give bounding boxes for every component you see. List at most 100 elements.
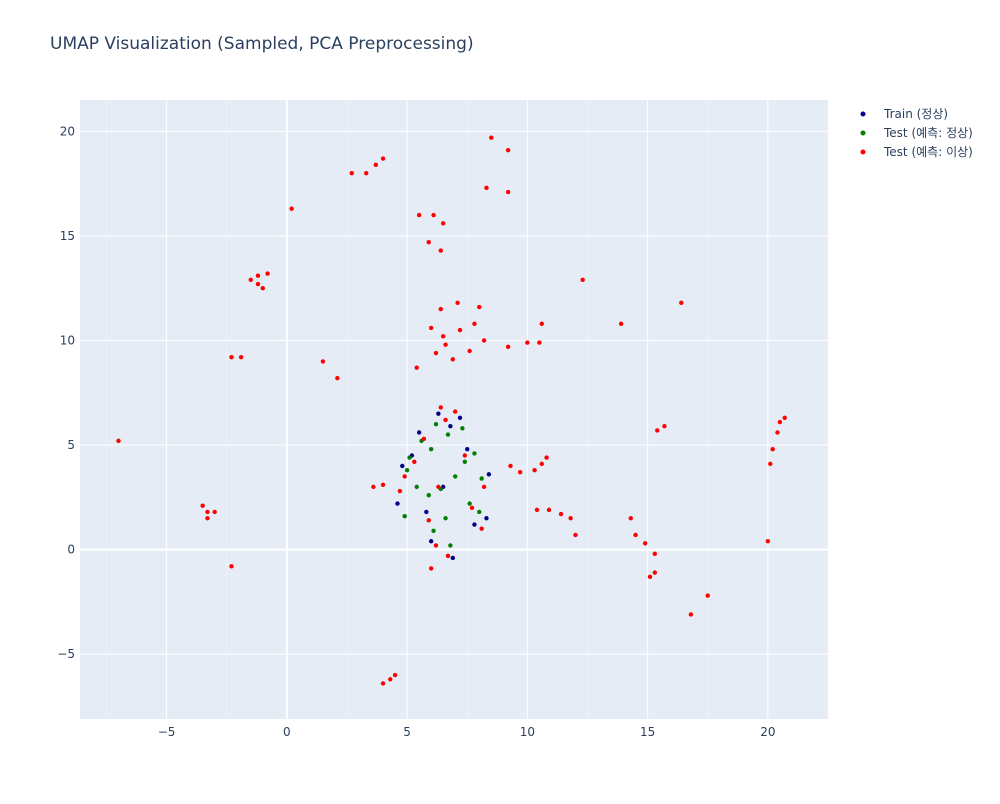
data-point [265,271,270,276]
chart-title: UMAP Visualization (Sampled, PCA Preproc… [50,34,474,54]
data-point [200,503,205,508]
data-point [373,162,379,168]
data-point [438,405,443,410]
data-point [558,511,564,517]
data-point [688,612,694,617]
data-point [380,681,386,686]
y-tick-label: 10 [60,333,75,347]
x-tick-label: 15 [640,725,655,739]
data-point [229,564,234,569]
data-point [412,459,417,464]
data-point [662,424,667,429]
data-point [428,447,434,452]
data-point [443,417,448,423]
data-point [433,543,439,548]
data-point [205,509,210,515]
data-point [428,325,434,331]
x-tick-label: 0 [283,725,291,739]
data-point [477,304,482,310]
data-point [505,147,511,153]
data-point [525,340,530,345]
data-point [505,344,511,349]
data-point [320,359,326,364]
data-point [679,300,684,306]
data-point [537,340,542,345]
data-point [255,273,261,278]
data-point [580,277,585,283]
data-point [652,551,658,556]
data-point [568,516,573,521]
data-point [255,281,261,287]
data-point [467,501,472,506]
y-tick-label: −5 [57,647,75,661]
data-point [212,509,217,515]
data-point [450,555,455,561]
data-point [467,348,472,354]
data-point [448,543,453,548]
data-point [508,463,513,469]
data-point [453,474,458,479]
data-point [388,677,393,682]
data-point [229,355,234,360]
data-point [486,472,492,477]
data-point [433,350,439,356]
x-tick-label: −5 [158,725,176,739]
data-point [539,461,544,467]
data-point [289,206,294,211]
data-point [534,507,540,513]
data-point [414,484,419,490]
plot-background [80,100,828,719]
data-point [505,189,511,195]
data-point [397,488,403,494]
data-point [335,375,340,381]
y-tick-label: 15 [60,229,75,243]
data-point [770,447,775,452]
data-point [782,415,787,421]
data-point [455,300,460,306]
legend-label: Test (예측: 이상) [883,145,973,159]
legend: Train (정상) Test (예측: 정상) Test (예측: 이상) [860,107,973,159]
data-point [428,566,434,571]
data-point [402,513,407,519]
data-point [462,453,468,458]
data-point [402,474,407,479]
data-point [371,484,376,490]
data-point [489,135,494,140]
data-point [652,570,658,575]
data-point [765,539,771,544]
legend-marker [860,111,866,117]
legend-marker [860,149,866,155]
data-point [424,509,429,515]
y-tick-label: 0 [67,543,75,557]
data-point [477,509,482,515]
data-point [481,338,487,343]
data-point [260,286,265,291]
data-point [539,321,544,326]
data-point [481,484,487,490]
data-point [655,428,660,433]
data-point [768,461,773,467]
data-point [436,411,441,416]
data-point [392,672,398,678]
data-point [426,493,431,498]
data-point [448,424,453,429]
data-point [445,553,451,559]
data-point [517,470,523,475]
data-point [443,516,448,521]
data-point [428,539,434,544]
data-point [431,528,436,533]
data-point [416,430,422,435]
data-point [238,355,244,360]
data-point [643,541,648,546]
legend-label: Test (예측: 정상) [883,126,973,140]
data-point [438,306,443,312]
data-point [546,507,552,513]
data-point [453,409,458,414]
data-point [438,248,443,253]
x-tick-label: 5 [403,725,411,739]
data-point [469,505,475,510]
y-tick-label: 5 [67,438,75,452]
data-point [431,212,436,218]
